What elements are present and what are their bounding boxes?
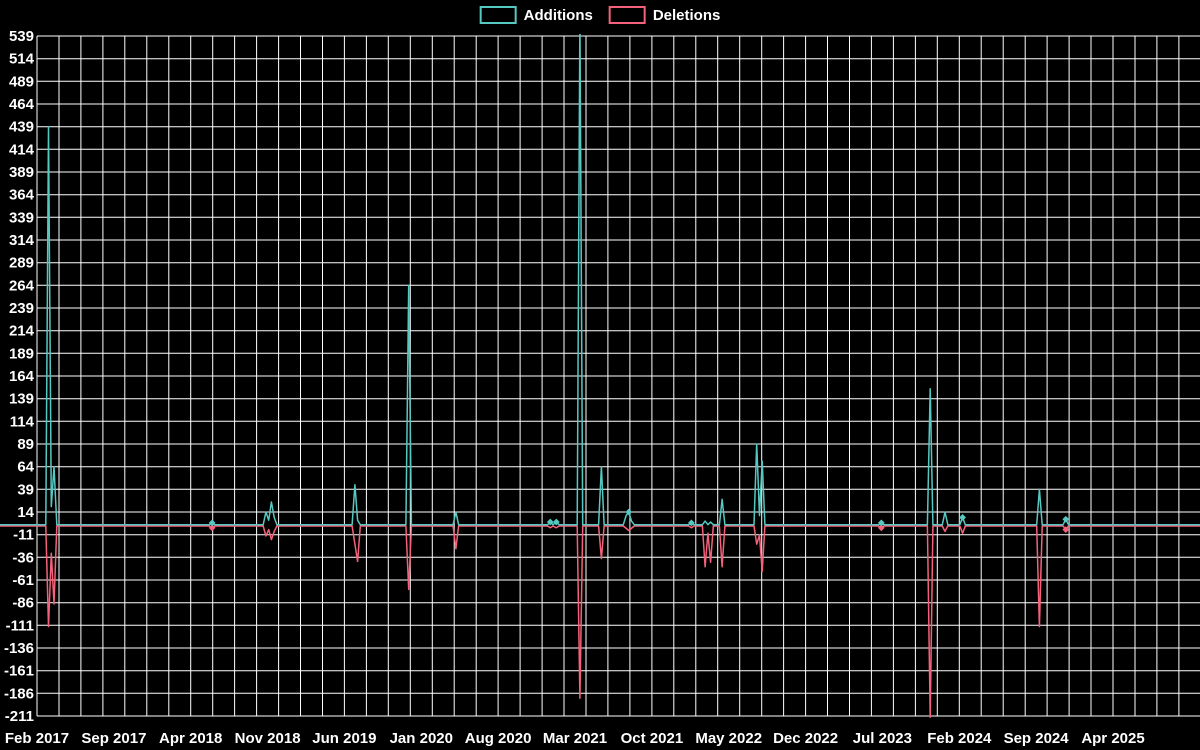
x-tick-label: Jul 2023 (853, 730, 912, 747)
x-tick-label: Apr 2018 (159, 730, 222, 747)
additions-series (0, 34, 1200, 527)
x-tick-label: May 2022 (695, 730, 762, 747)
additions-marker-icon (552, 518, 560, 526)
chart-legend: Additions Deletions (479, 6, 721, 24)
y-tick-label: -36 (12, 549, 34, 566)
x-tick-label: Dec 2022 (773, 730, 838, 747)
y-tick-label: 264 (9, 277, 35, 294)
x-tick-label: Jan 2020 (390, 730, 453, 747)
deletions-marker-icon (1062, 526, 1070, 534)
y-tick-label: -186 (4, 685, 34, 702)
x-tick-label: Nov 2018 (235, 730, 301, 747)
y-tick-label: 239 (9, 300, 34, 317)
y-tick-label: 114 (10, 413, 35, 430)
gridlines (36, 35, 1200, 717)
y-tick-label: -61 (12, 572, 34, 589)
x-tick-label: Feb 2017 (5, 730, 69, 747)
y-tick-label: 214 (9, 323, 35, 340)
y-tick-label: 539 (9, 28, 34, 45)
deletions-series (0, 524, 1200, 719)
additions-marker-icon (959, 514, 966, 521)
x-tick-label: Jun 2019 (312, 730, 376, 747)
x-tick-label: Apr 2025 (1081, 730, 1144, 747)
deletions-marker-icon (208, 524, 216, 532)
additions-swatch-icon (479, 6, 517, 24)
legend-label-additions: Additions (523, 6, 593, 24)
deletions-marker-icon (877, 524, 885, 532)
y-tick-label: 314 (9, 232, 35, 249)
additions-marker-icon (546, 518, 554, 526)
legend-item-deletions[interactable]: Deletions (608, 6, 721, 24)
x-tick-label: Sep 2024 (1004, 730, 1070, 747)
y-tick-label: -211 (5, 708, 34, 725)
y-tick-label: 64 (17, 459, 34, 476)
x-tick-label: Feb 2024 (927, 730, 992, 747)
y-tick-label: 364 (9, 187, 35, 204)
legend-label-deletions: Deletions (652, 6, 721, 24)
additions-marker-icon (687, 519, 695, 527)
y-tick-label: 389 (9, 164, 34, 181)
y-tick-label: 514 (9, 51, 35, 68)
deletions-line (0, 525, 1200, 719)
y-tick-label: -11 (13, 527, 34, 544)
x-tick-label: Sep 2017 (81, 730, 146, 747)
y-tick-label: 139 (9, 391, 34, 408)
y-tick-label: -161 (4, 663, 34, 680)
additions-marker-icon (1062, 515, 1070, 523)
y-tick-label: 189 (9, 345, 34, 362)
additions-marker-icon (877, 519, 885, 527)
y-tick-label: 89 (17, 436, 34, 453)
y-tick-label: 164 (9, 368, 35, 385)
y-tick-label: 339 (9, 209, 34, 226)
y-tick-label: 289 (9, 255, 34, 272)
x-tick-label: Mar 2021 (543, 730, 607, 747)
deletions-swatch-icon (608, 6, 646, 24)
y-tick-label: 439 (9, 119, 34, 136)
y-tick-label: -136 (4, 640, 34, 657)
y-tick-label: 414 (9, 141, 35, 158)
additions-marker-icon (625, 508, 633, 516)
y-tick-label: 464 (9, 96, 35, 113)
y-tick-label: 489 (9, 73, 34, 90)
x-tick-label: Aug 2020 (465, 730, 532, 747)
y-tick-label: -86 (12, 595, 34, 612)
y-tick-label: 39 (17, 481, 34, 498)
x-tick-label: Oct 2021 (621, 730, 684, 747)
legend-item-additions[interactable]: Additions (479, 6, 593, 24)
y-tick-label: -111 (6, 617, 34, 634)
y-tick-label: 14 (17, 504, 34, 521)
additions-marker-icon (208, 519, 216, 527)
